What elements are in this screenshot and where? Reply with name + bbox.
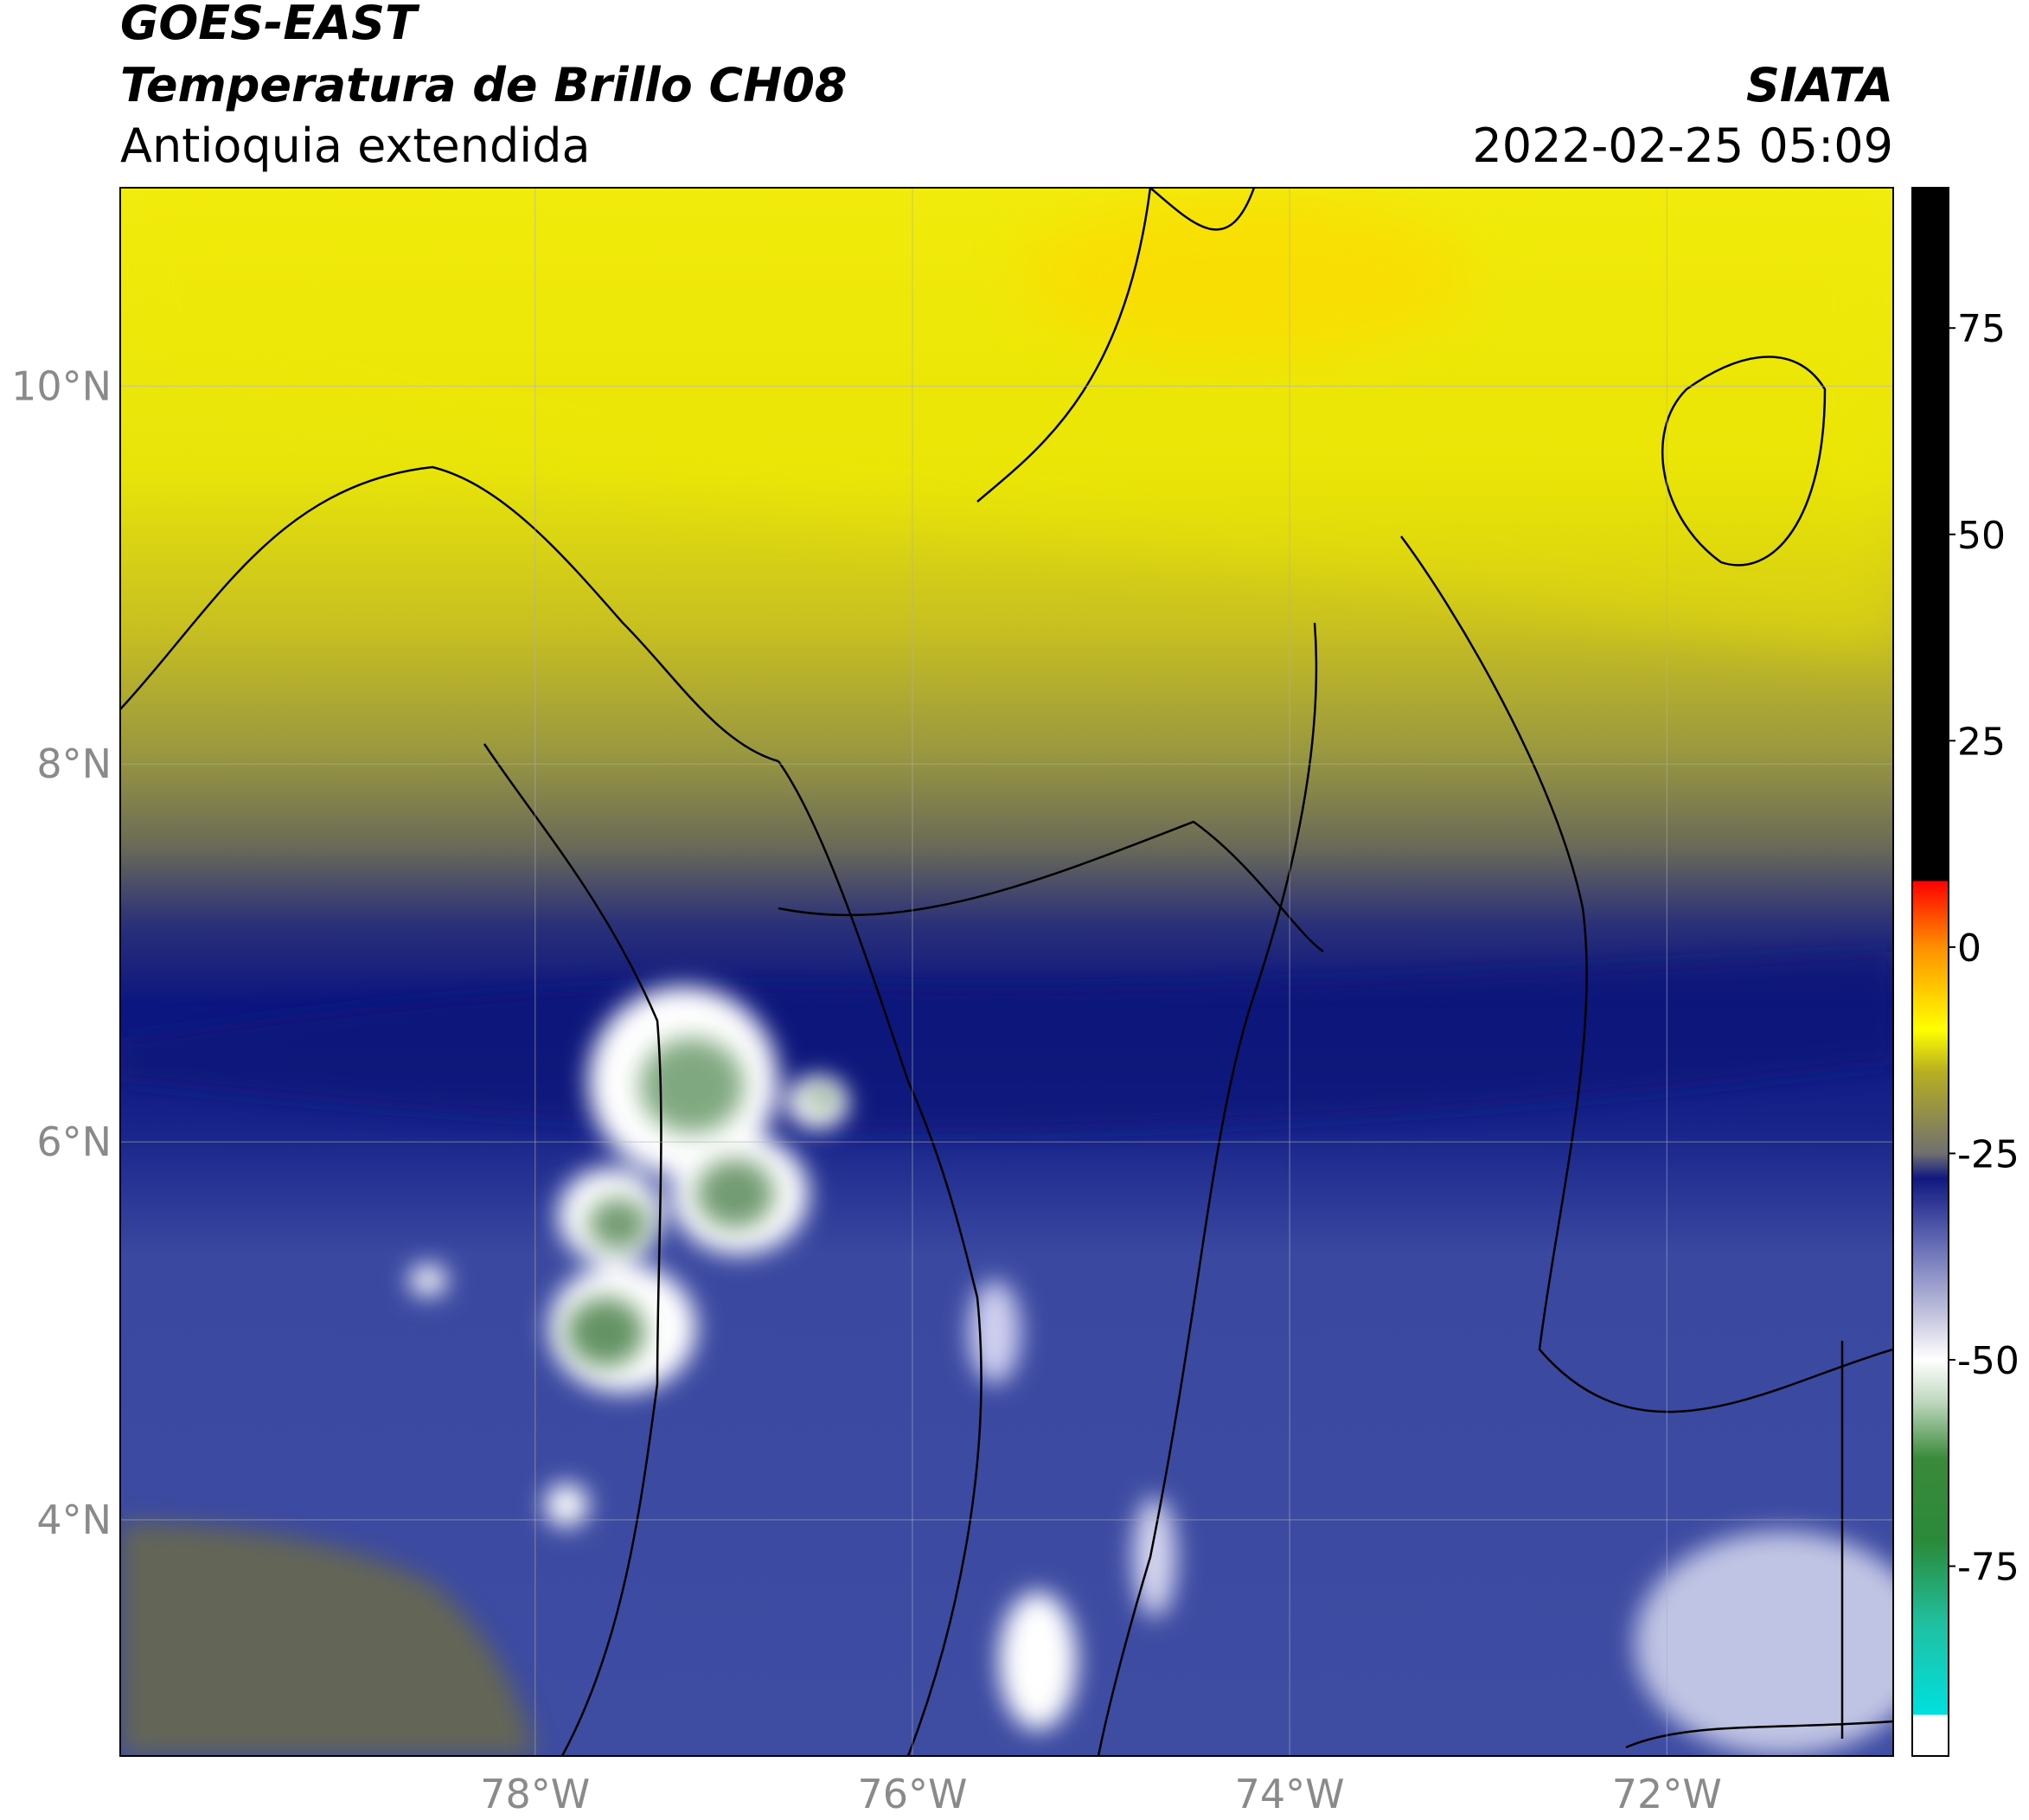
source: SIATA [1746,58,1893,112]
y-tick-label: 4°N [36,1496,112,1543]
y-tick-label: 8°N [36,740,112,787]
colorbar-tick-label: -50 [1957,1339,2019,1383]
cold-tops [566,1038,837,1367]
colorbar-tick-label: 75 [1957,307,2006,351]
borders [120,188,1893,1756]
colorbar-tick-label: -25 [1957,1132,2019,1176]
olive-corner [120,1522,536,1756]
y-tick-label: 6°N [36,1118,112,1165]
x-tick-label: 74°W [1235,1771,1345,1817]
grid [120,188,1893,1756]
cold-band [120,952,1893,1131]
x-tick-label: 78°W [480,1771,590,1817]
subtitle: Temperatura de Brillo CH08 [120,58,848,112]
datetime: 2022-02-25 05:09 [1472,119,1893,173]
x-tick-label: 72°W [1612,1771,1722,1817]
colorbar [1911,187,1949,1757]
region: Antioquia extendida [120,119,591,173]
x-tick-label: 76°W [857,1771,967,1817]
warm-spot [1021,199,1470,355]
title: GOES-EAST [120,0,420,50]
colorbar-tick-label: 50 [1957,514,2006,558]
colorbar-tick-label: -75 [1957,1546,2019,1590]
map-frame [119,187,1894,1757]
colorbar-tick-label: 25 [1957,720,2006,764]
y-tick-label: 10°N [11,362,112,409]
imagery [120,188,1893,1756]
colorbar-tick-label: 0 [1957,926,1981,971]
